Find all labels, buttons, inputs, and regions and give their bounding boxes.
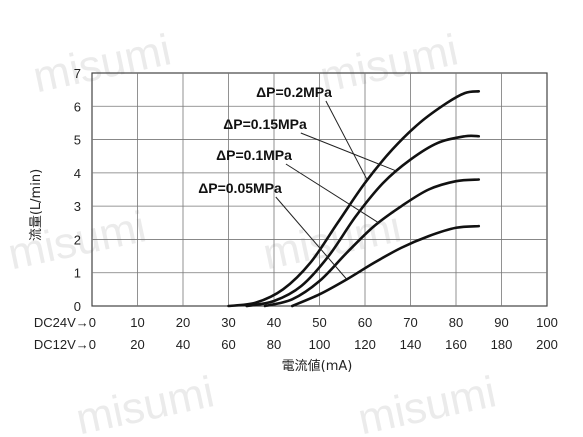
series-line-3 bbox=[290, 224, 481, 308]
watermark-text-5: misumi bbox=[354, 367, 500, 437]
y-tick-labels: 0 1 2 3 4 5 6 7 bbox=[74, 66, 81, 314]
watermark-text-0: misumi bbox=[29, 25, 175, 102]
x-tick-label: 140 bbox=[400, 337, 422, 352]
x-tick-label: 20 bbox=[176, 315, 190, 330]
x-tick-label: 60 bbox=[221, 337, 235, 352]
x-tick-labels: DC24V→0 10 20 30 40 50 60 70 80 90 100 DC12V→0 20 40 6… bbox=[34, 315, 558, 352]
series-label-3: ΔP=0.05MPa bbox=[198, 180, 282, 196]
watermark-text-1: misumi bbox=[316, 25, 462, 102]
y-tick-label: 7 bbox=[74, 66, 81, 81]
y-tick-label: 3 bbox=[74, 199, 81, 214]
series-line-1 bbox=[245, 134, 481, 308]
watermark-text-4: misumi bbox=[72, 367, 218, 437]
y-tick-label: 4 bbox=[74, 166, 81, 181]
curves bbox=[227, 90, 481, 308]
x-axis-title: 電流値(mA) bbox=[282, 358, 353, 374]
x-tick-label: 40 bbox=[267, 315, 281, 330]
y-tick-label: 2 bbox=[74, 232, 81, 247]
x-tick-label: 20 bbox=[130, 337, 144, 352]
series-line-2 bbox=[263, 178, 481, 308]
series-line-0 bbox=[227, 90, 481, 308]
grid bbox=[91, 72, 548, 307]
leader-lines bbox=[275, 100, 398, 280]
x-tick-label: 100 bbox=[536, 315, 558, 330]
x-row-label-0: DC24V→0 bbox=[34, 315, 96, 330]
series-labels: ΔP=0.2MPa ΔP=0.15MPa ΔP=0.1MPa ΔP=0.05MPa bbox=[198, 84, 332, 196]
x-tick-label: 90 bbox=[494, 315, 508, 330]
x-tick-label: 80 bbox=[267, 337, 281, 352]
x-tick-label: 200 bbox=[536, 337, 558, 352]
x-tick-label: 160 bbox=[445, 337, 467, 352]
x-tick-label: 60 bbox=[358, 315, 372, 330]
x-tick-label: 70 bbox=[403, 315, 417, 330]
x-tick-label: 80 bbox=[449, 315, 463, 330]
x-tick-label: 30 bbox=[221, 315, 235, 330]
y-tick-label: 1 bbox=[74, 266, 81, 281]
x-tick-label: 50 bbox=[312, 315, 326, 330]
x-tick-label: 100 bbox=[309, 337, 331, 352]
y-tick-label: 0 bbox=[74, 299, 81, 314]
x-tick-label: 120 bbox=[354, 337, 376, 352]
x-row-label-1: DC12V→0 bbox=[34, 337, 96, 352]
x-tick-label: 180 bbox=[491, 337, 513, 352]
leader-line-0 bbox=[325, 100, 368, 181]
leader-line-2 bbox=[285, 163, 379, 224]
x-tick-label: 40 bbox=[176, 337, 190, 352]
y-tick-label: 5 bbox=[74, 133, 81, 148]
leader-line-1 bbox=[300, 132, 398, 172]
y-axis-title: 流量(L/min) bbox=[29, 169, 44, 241]
leader-line-3 bbox=[275, 196, 348, 280]
series-label-0: ΔP=0.2MPa bbox=[256, 84, 332, 100]
series-label-2: ΔP=0.1MPa bbox=[216, 147, 292, 163]
series-label-1: ΔP=0.15MPa bbox=[223, 116, 307, 132]
y-tick-label: 6 bbox=[74, 99, 81, 114]
x-tick-label: 10 bbox=[130, 315, 144, 330]
